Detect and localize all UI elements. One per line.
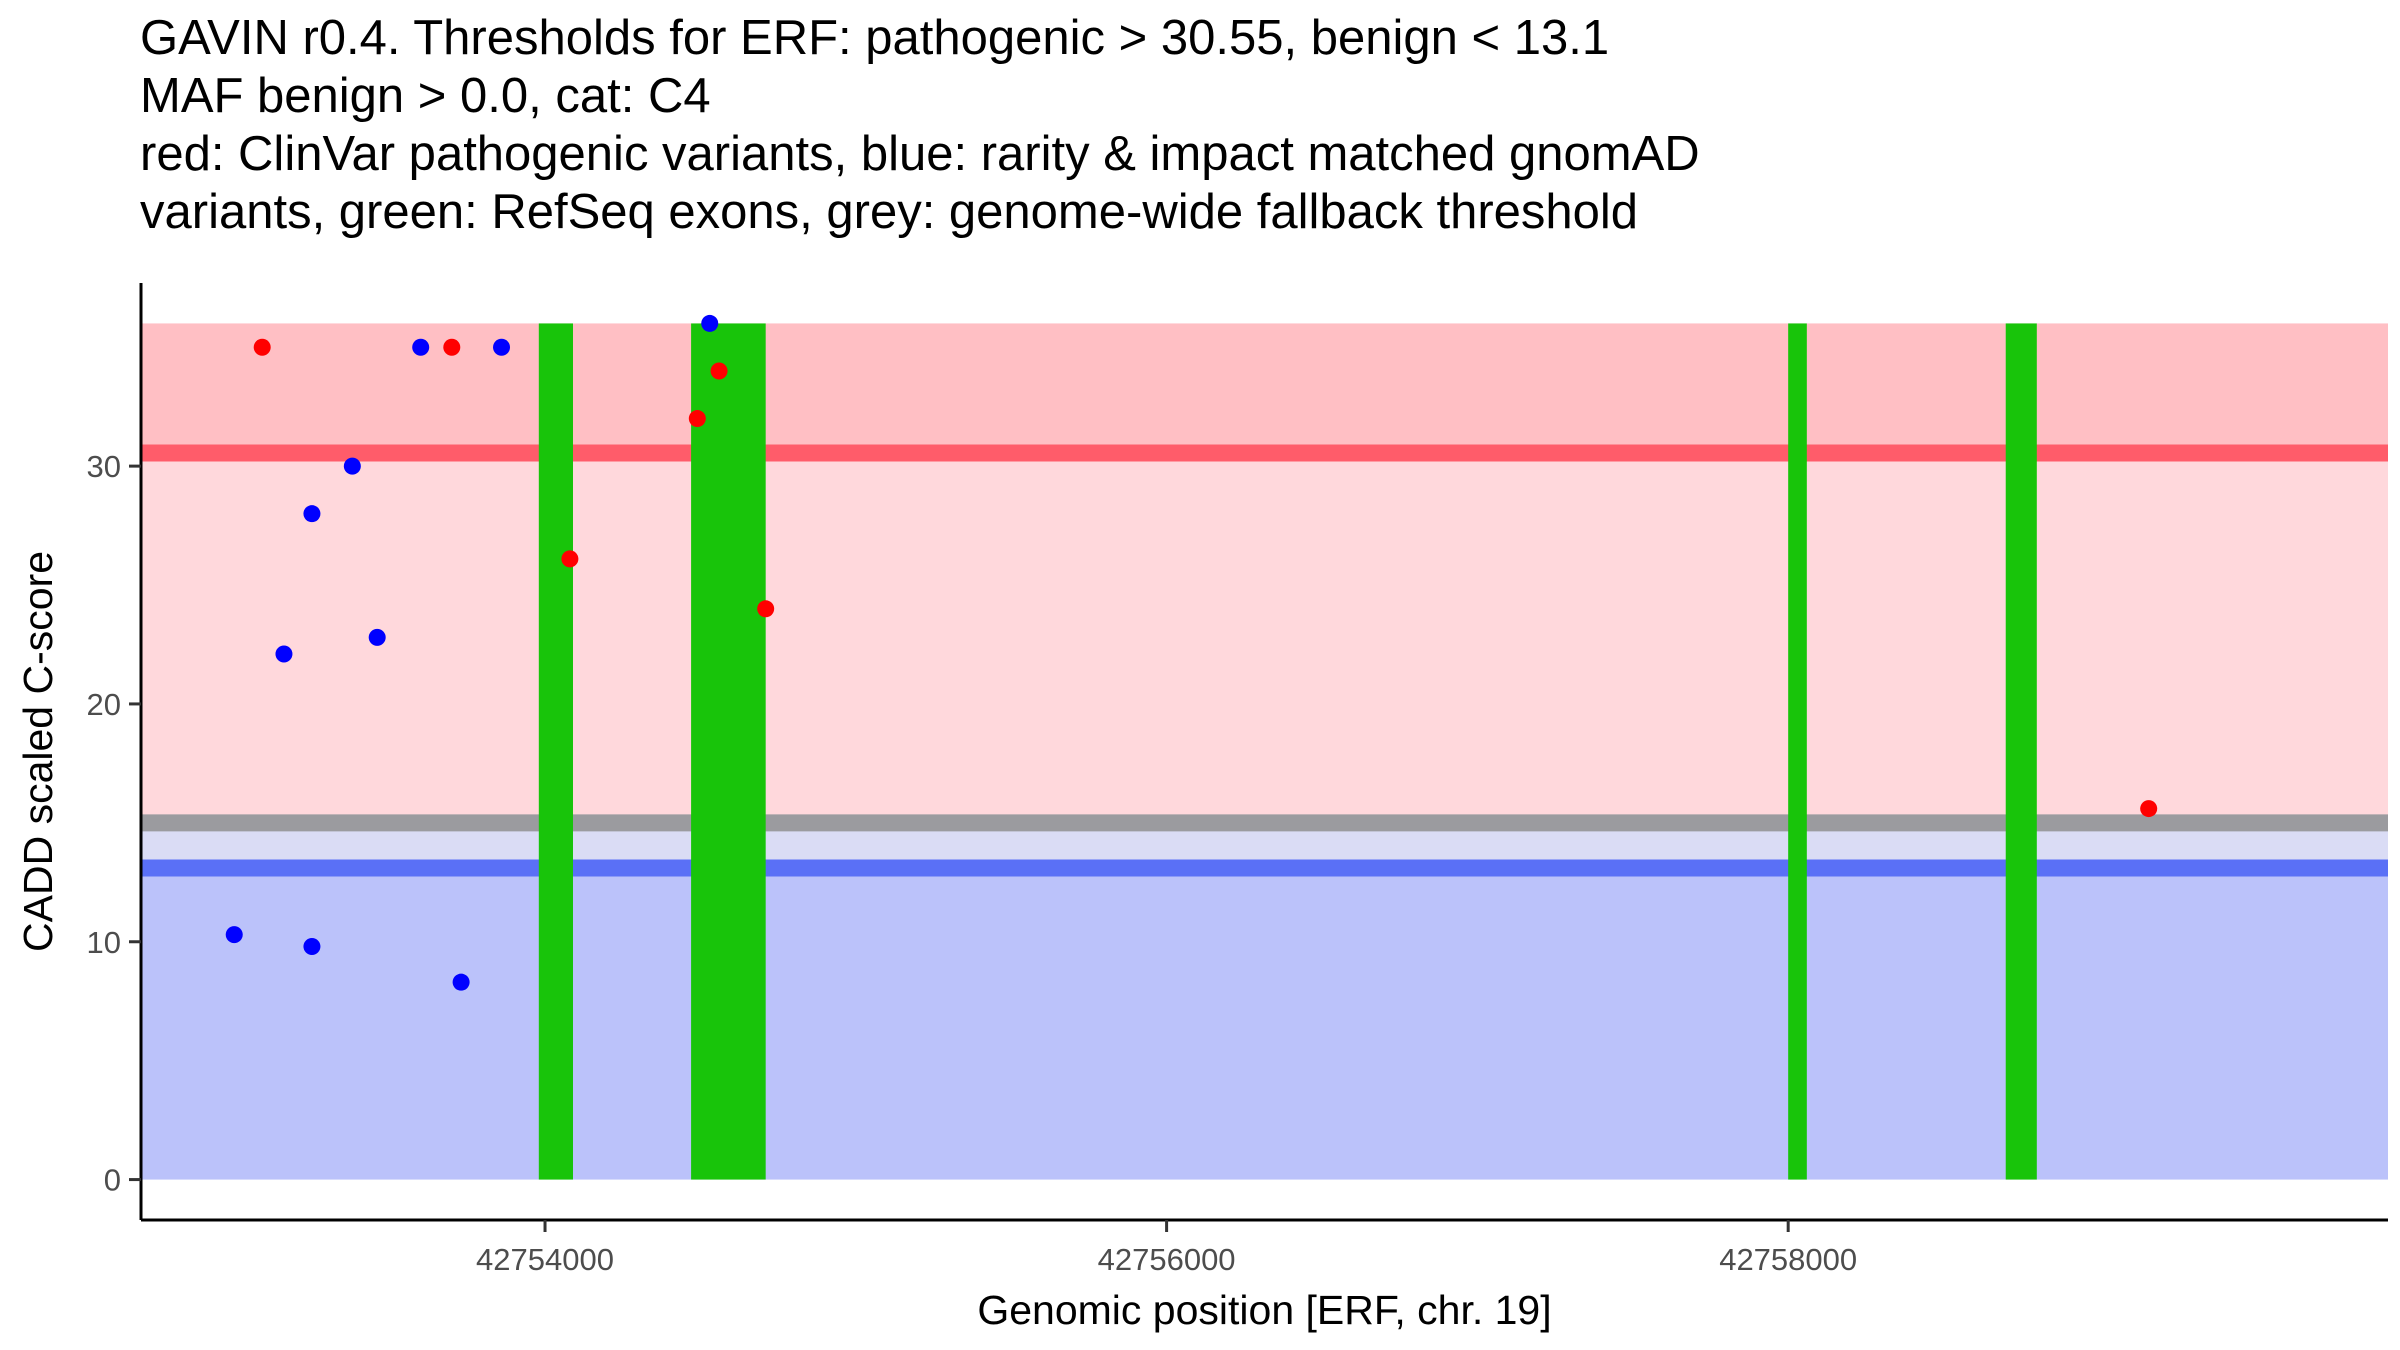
clinvar-point-7 — [2140, 800, 2158, 818]
y-tick-label-10: 10 — [87, 925, 121, 960]
axes: 0 10 20 30 42754000 42756000 42758000 Genomic p… — [15, 283, 2388, 1333]
clinvar-point-2 — [443, 338, 461, 356]
exon-1 — [538, 323, 573, 1180]
uncertain-zone — [141, 453, 2388, 823]
chart-title-line-2: MAF benign > 0.0, cat: C4 — [140, 69, 711, 123]
gnomad-point-1 — [275, 645, 293, 663]
chart-title-line-3: red: ClinVar pathogenic variants, blue: … — [140, 127, 1700, 181]
y-tick-label-20: 20 — [87, 687, 121, 722]
gnomad-point-2 — [303, 505, 321, 523]
gnomad-point-4 — [368, 628, 386, 646]
gnomad-point-5 — [412, 338, 430, 356]
gnomad-point-10 — [452, 973, 470, 991]
gnomad-point-8 — [225, 926, 243, 944]
gnomad-point-6 — [493, 338, 511, 356]
clinvar-point-5 — [710, 362, 728, 380]
benign-zone — [141, 868, 2388, 1180]
clinvar-point-1 — [253, 338, 271, 356]
x-axis-label: Genomic position [ERF, chr. 19] — [977, 1287, 1551, 1333]
clinvar-point-3 — [561, 550, 579, 568]
exon-4 — [2005, 323, 2037, 1180]
refseq-exons — [538, 323, 2037, 1180]
clinvar-point-6 — [757, 600, 775, 618]
exon-3 — [1788, 323, 1807, 1180]
gnomad-point-3 — [343, 457, 361, 475]
chart-title-line-4: variants, green: RefSeq exons, grey: gen… — [140, 185, 1639, 239]
exon-2 — [691, 323, 766, 1180]
x-tick-label-42758000: 42758000 — [1719, 1242, 1857, 1277]
clinvar-point-4 — [688, 410, 706, 428]
variant-points — [225, 314, 2158, 991]
y-tick-label-30: 30 — [87, 449, 121, 484]
x-tick-label-42756000: 42756000 — [1098, 1242, 1236, 1277]
gnomad-point-9 — [303, 938, 321, 956]
x-tick-label-42754000: 42754000 — [476, 1242, 614, 1277]
pathogenic-zone — [141, 323, 2388, 454]
y-axis-label: CADD scaled C-score — [15, 551, 61, 952]
y-tick-label-0: 0 — [104, 1163, 121, 1198]
gnomad-point-7 — [701, 314, 719, 332]
chart-title-line-1: GAVIN r0.4. Thresholds for ERF: pathogen… — [140, 11, 1610, 65]
